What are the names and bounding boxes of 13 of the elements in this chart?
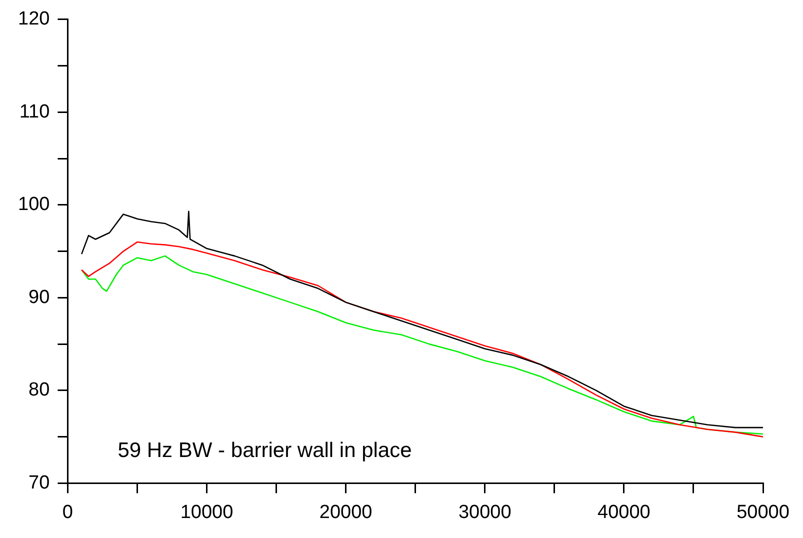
y-tick-label: 90 xyxy=(28,286,50,308)
x-tick-label: 40000 xyxy=(598,502,650,523)
y-tick-label: 80 xyxy=(28,380,50,401)
annotation: 59 Hz BW - barrier wall in place xyxy=(118,438,412,462)
y-tick-label: 100 xyxy=(18,194,50,216)
x-tick-label: 50000 xyxy=(736,502,790,523)
x-tick-label: 0 xyxy=(62,502,73,523)
y-tick-label: 120 xyxy=(18,8,50,30)
x-tick-label: 10000 xyxy=(180,502,234,523)
x-tick-label: 30000 xyxy=(458,502,512,523)
y-tick-label: 70 xyxy=(28,472,50,494)
x-tick-label: 20000 xyxy=(319,502,372,523)
y-tick-label: 110 xyxy=(19,101,50,122)
